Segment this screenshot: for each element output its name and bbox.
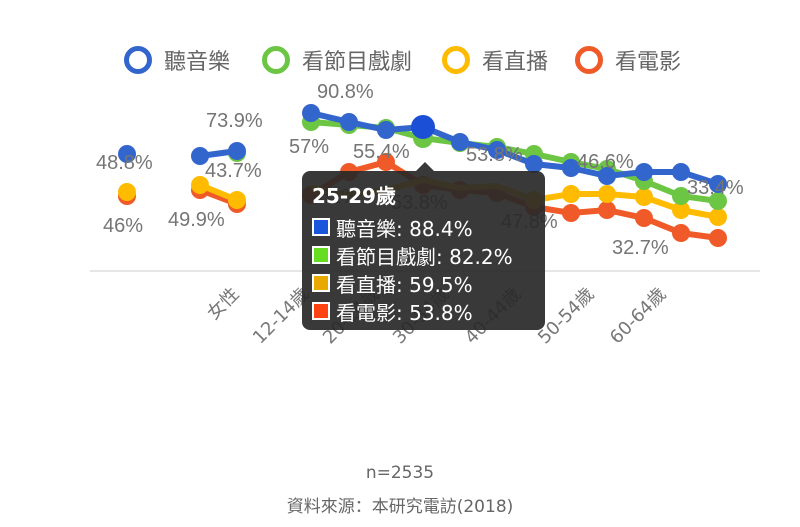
data-label: 57% xyxy=(289,136,329,158)
series-music xyxy=(118,104,727,193)
legend-ring-icon xyxy=(262,46,290,74)
data-label: 53.8% xyxy=(466,144,523,166)
data-label: 55.4% xyxy=(353,141,410,163)
tooltip-caret xyxy=(416,162,434,171)
data-label: 43.7% xyxy=(205,160,262,182)
legend-label: 看節目戲劇 xyxy=(302,50,413,75)
source-note: 資料來源：本研究電訪(2018) xyxy=(286,497,514,517)
tooltip-row-drama: 看節目戲劇: 82.2% xyxy=(312,241,535,269)
legend-item-music[interactable]: 聽音樂 xyxy=(124,40,230,80)
tooltip-title: 25-29歲 xyxy=(312,184,396,208)
legend-item-movie[interactable]: 看電影 xyxy=(575,40,681,80)
swatch-icon xyxy=(312,274,330,292)
legend-label: 看直播 xyxy=(482,50,549,75)
legend-ring-icon xyxy=(124,46,152,74)
data-label: 33.4% xyxy=(687,177,744,199)
legend-item-livestream[interactable]: 看直播 xyxy=(442,40,548,80)
data-label: 49.9% xyxy=(168,209,225,231)
data-label: 73.9% xyxy=(206,110,263,132)
data-label: 46.6% xyxy=(577,151,634,173)
legend-label: 聽音樂 xyxy=(164,50,231,75)
x-label: 女性 xyxy=(203,284,243,324)
swatch-icon xyxy=(312,246,330,264)
tooltip: 25-29歲 聽音樂: 88.4% 看節目戲劇: 82.2% 看直播: 59.5… xyxy=(302,162,545,330)
tooltip-row-livestream: 看直播: 59.5% xyxy=(312,269,535,297)
legend-ring-icon xyxy=(442,46,470,74)
legend-item-drama[interactable]: 看節目戲劇 xyxy=(262,40,412,80)
tooltip-row-label: 看節目戲劇: 82.2% xyxy=(336,244,513,269)
swatch-icon xyxy=(312,218,330,236)
tooltip-row-music: 聽音樂: 88.4% xyxy=(312,213,535,241)
data-label: 48.8% xyxy=(96,152,153,174)
tooltip-row-label: 看電影: 53.8% xyxy=(336,300,473,325)
data-label: 32.7% xyxy=(612,237,669,259)
x-label: 60-64歲 xyxy=(606,284,671,349)
swatch-icon xyxy=(312,302,330,320)
data-label: 46% xyxy=(103,215,143,237)
data-label: 90.8% xyxy=(317,81,374,103)
tooltip-row-label: 聽音樂: 88.4% xyxy=(336,216,473,241)
tooltip-row-movie: 看電影: 53.8% xyxy=(312,297,535,325)
sample-size: n=2535 xyxy=(365,463,435,483)
legend-label: 看電影 xyxy=(615,50,682,75)
tooltip-row-label: 看直播: 59.5% xyxy=(336,272,473,297)
legend-ring-icon xyxy=(575,46,603,74)
